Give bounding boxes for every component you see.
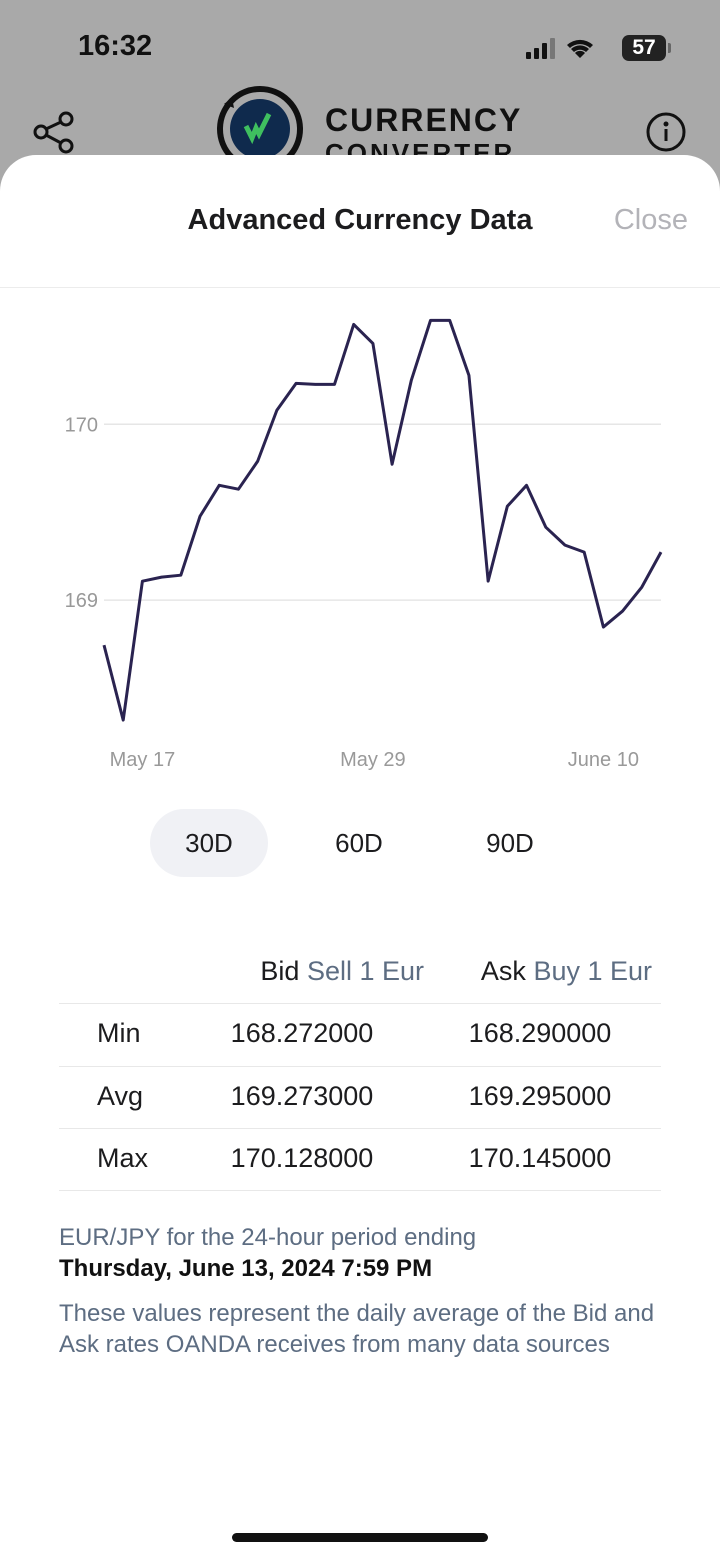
period-date: Thursday, June 13, 2024 7:59 PM xyxy=(59,1255,433,1282)
rate-value: 170.128000 xyxy=(230,1143,374,1173)
home-indicator xyxy=(232,1533,488,1542)
logo-text: CURRENCY xyxy=(325,102,523,138)
column-detail: Buy 1 Eur xyxy=(533,956,652,986)
x-tick-label: May 17 xyxy=(110,749,176,771)
rate-value: 170.145000 xyxy=(468,1143,612,1173)
range-button[interactable]: 30D xyxy=(150,809,268,877)
price-line xyxy=(102,318,663,722)
y-tick-label: 170 xyxy=(65,414,98,436)
battery-cap xyxy=(668,43,671,53)
row-divider xyxy=(59,1128,661,1129)
column-header: Ask Buy 1 Eur xyxy=(481,956,652,987)
column-name: Bid xyxy=(260,956,300,986)
range-button[interactable]: 60D xyxy=(335,828,383,858)
row-label: Min xyxy=(97,1018,141,1048)
column-name: Ask xyxy=(480,956,526,986)
column-detail: Sell 1 Eur xyxy=(306,956,424,986)
info-icon[interactable] xyxy=(644,110,690,156)
battery: 57 xyxy=(622,35,666,61)
sheet-title: Advanced Currency Data xyxy=(187,204,533,236)
share-icon[interactable] xyxy=(30,110,80,160)
status-icons xyxy=(526,38,593,59)
row-label: Max xyxy=(97,1143,149,1173)
row-divider xyxy=(59,1190,661,1191)
x-tick-label: May 29 xyxy=(340,749,406,771)
close-button[interactable]: Close xyxy=(613,204,688,236)
note: These values represent the daily average… xyxy=(59,1300,655,1358)
row-divider xyxy=(59,1003,661,1004)
x-tick-label: June 10 xyxy=(568,749,639,771)
status-time: 16:32 xyxy=(78,30,153,62)
row-divider xyxy=(59,1066,661,1067)
divider xyxy=(0,287,720,288)
rate-value: 169.295000 xyxy=(468,1081,612,1111)
row-label: Avg xyxy=(97,1081,144,1111)
rate-value: 168.290000 xyxy=(468,1018,612,1048)
chart: 169 170 May 17 May 29 June 10 xyxy=(65,318,663,771)
y-tick-label: 169 xyxy=(65,590,98,612)
bottom-sheet xyxy=(0,155,720,1558)
rate-value: 169.273000 xyxy=(230,1081,374,1111)
range-button[interactable]: 90D xyxy=(486,828,534,858)
period-text: EUR/JPY for the 24-hour period ending xyxy=(59,1224,477,1251)
logo-icon xyxy=(217,86,303,164)
rate-value: 168.272000 xyxy=(230,1018,374,1048)
column-header: Bid Sell 1 Eur xyxy=(260,956,424,987)
